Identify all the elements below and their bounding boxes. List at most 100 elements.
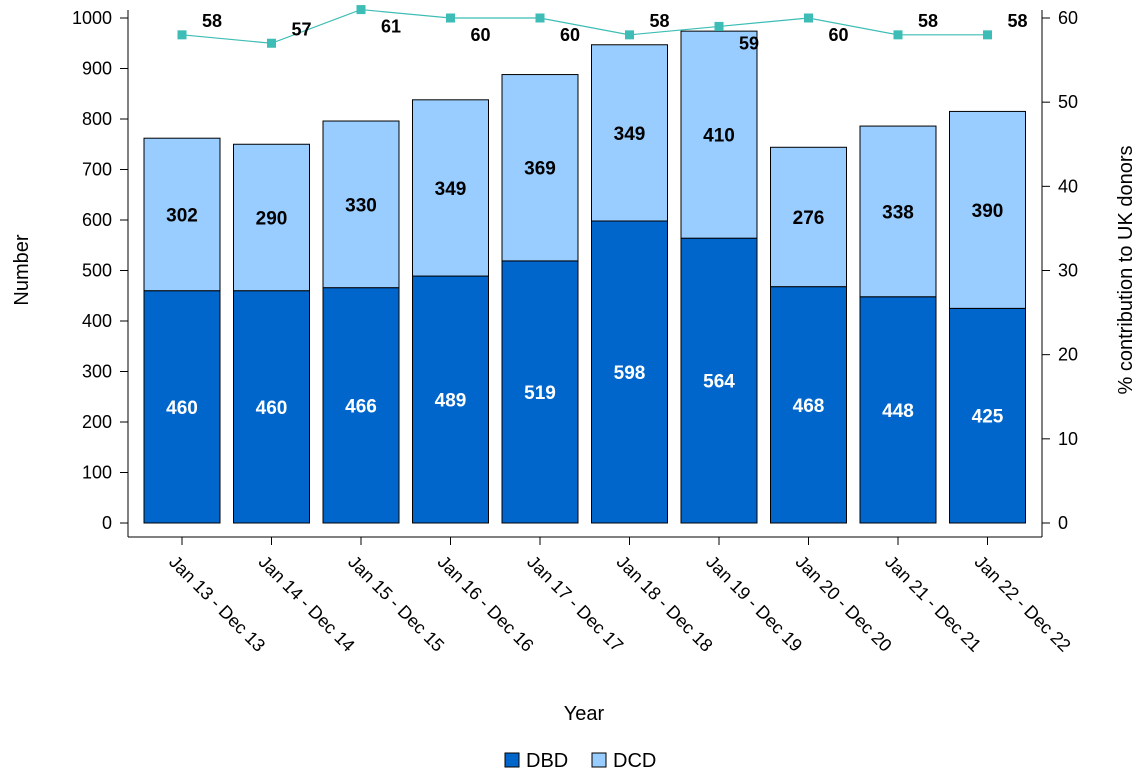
y-tick-label-right-20: 20 <box>1058 345 1078 365</box>
y-tick-label-right-50: 50 <box>1058 92 1078 112</box>
bar-value-label-dbd-4: 519 <box>524 383 556 404</box>
bars-layer <box>143 30 1026 524</box>
bar-dcd-2 <box>322 120 400 289</box>
x-tick-label-5: Jan 18 - Dec 18 <box>613 552 717 656</box>
y-tick-label-right-40: 40 <box>1058 176 1078 196</box>
percentage-marker-4 <box>535 13 545 23</box>
bar-dcd-1 <box>233 143 310 292</box>
bar-dbd-9 <box>949 307 1026 524</box>
percentage-label-7: 60 <box>829 25 849 45</box>
bar-dbd-7 <box>770 286 847 524</box>
percentage-marker-1 <box>267 38 276 48</box>
y-tick-label-right-30: 30 <box>1058 261 1078 281</box>
bar-value-label-dbd-3: 489 <box>435 391 467 412</box>
legend-swatch-dbd <box>504 752 520 768</box>
bar-value-label-dcd-5: 349 <box>614 124 646 145</box>
x-tick-label-2: Jan 15 - Dec 15 <box>344 552 448 656</box>
percentage-marker-6 <box>714 21 724 31</box>
y-tick-label-left-400: 400 <box>82 311 112 331</box>
line-layer <box>177 5 992 48</box>
y-tick-label-left-1000: 1000 <box>72 8 112 28</box>
bar-value-label-dcd-9: 390 <box>972 201 1004 222</box>
bar-value-label-dcd-2: 330 <box>345 195 377 216</box>
percentage-label-4: 60 <box>560 25 580 45</box>
percentage-marker-2 <box>356 5 366 15</box>
percentage-label-1: 57 <box>292 19 312 39</box>
bar-value-label-dcd-7: 276 <box>793 208 825 229</box>
labels-layer: 460 302 460 290 466 330 489 349 519 369 598 349 564 4… <box>166 11 1027 428</box>
x-tick-label-6: Jan 19 - Dec 19 <box>702 552 806 656</box>
percentage-line <box>181 8 988 44</box>
bar-value-label-dbd-2: 466 <box>345 396 377 417</box>
y-tick-label-left-700: 700 <box>82 160 112 180</box>
bar-value-label-dcd-0: 302 <box>166 205 198 226</box>
bar-value-label-dbd-1: 460 <box>256 398 288 419</box>
x-tick-label-4: Jan 17 - Dec 17 <box>523 552 627 656</box>
bar-value-label-dcd-4: 369 <box>524 159 556 180</box>
y-tick-label-left-300: 300 <box>82 362 112 382</box>
percentage-marker-9 <box>983 30 992 40</box>
percentage-marker-8 <box>893 30 903 40</box>
y-axis-right-title: % contribution to UK donors <box>1115 145 1137 394</box>
x-tick-label-1: Jan 14 - Dec 14 <box>255 552 359 656</box>
y-tick-label-right-0: 0 <box>1058 513 1068 533</box>
bar-dcd-5 <box>591 44 668 222</box>
x-tick-label-0: Jan 13 - Dec 13 <box>165 552 269 656</box>
percentage-label-2: 61 <box>381 17 401 37</box>
bar-dbd-2 <box>322 287 400 524</box>
percentage-label-5: 58 <box>650 11 670 31</box>
bar-value-label-dcd-3: 349 <box>435 179 467 200</box>
legend-label-dcd: DCD <box>613 750 656 772</box>
bar-dbd-0 <box>143 290 221 524</box>
bar-dcd-3 <box>412 99 489 277</box>
bar-value-label-dbd-0: 460 <box>166 398 198 419</box>
bar-value-label-dbd-6: 564 <box>703 372 735 393</box>
y-tick-label-right-60: 60 <box>1058 8 1078 28</box>
bar-dbd-4 <box>501 260 579 524</box>
bar-dcd-9 <box>949 110 1026 309</box>
percentage-marker-7 <box>804 13 813 23</box>
percentage-label-3: 60 <box>471 25 491 45</box>
bar-value-label-dbd-5: 598 <box>614 363 646 384</box>
bar-dcd-6 <box>680 30 758 239</box>
bar-dbd-6 <box>680 237 758 524</box>
bar-dbd-3 <box>412 275 489 524</box>
y-tick-label-left-800: 800 <box>82 109 112 129</box>
x-tick-label-8: Jan 21 - Dec 21 <box>881 552 985 656</box>
legend: DBD DCD <box>504 750 656 772</box>
x-axis-title: Year <box>564 703 605 725</box>
percentage-label-6: 59 <box>739 33 759 53</box>
y-tick-label-left-200: 200 <box>82 412 112 432</box>
percentage-label-8: 58 <box>918 11 938 31</box>
percentage-label-9: 58 <box>1008 11 1028 31</box>
bar-value-label-dbd-9: 425 <box>972 407 1004 428</box>
bar-dbd-5 <box>591 220 668 524</box>
x-tick-label-9: Jan 22 - Dec 22 <box>971 552 1075 656</box>
percentage-label-0: 58 <box>202 11 222 31</box>
percentage-marker-3 <box>446 13 455 23</box>
y-tick-label-right-10: 10 <box>1058 429 1078 449</box>
percentage-marker-0 <box>177 30 187 40</box>
y-tick-label-left-100: 100 <box>82 463 112 483</box>
legend-label-dbd: DBD <box>526 750 568 772</box>
bar-dcd-4 <box>501 74 579 262</box>
bar-dcd-8 <box>859 125 937 298</box>
legend-swatch-dcd <box>591 752 607 768</box>
y-tick-label-left-500: 500 <box>82 261 112 281</box>
bar-value-label-dcd-1: 290 <box>256 208 288 229</box>
bar-dcd-0 <box>143 137 221 292</box>
bar-value-label-dbd-8: 448 <box>882 401 914 422</box>
percentage-marker-5 <box>625 30 634 40</box>
y-tick-label-left-0: 0 <box>102 513 112 533</box>
bar-value-label-dbd-7: 468 <box>793 396 825 417</box>
y-tick-label-left-600: 600 <box>82 210 112 230</box>
bar-value-label-dcd-8: 338 <box>882 202 914 223</box>
y-axis-title: Number <box>11 234 33 305</box>
bar-value-label-dcd-6: 410 <box>703 126 735 147</box>
x-tick-label-3: Jan 16 - Dec 16 <box>434 552 538 656</box>
bar-dbd-8 <box>859 296 937 524</box>
x-tick-label-7: Jan 20 - Dec 20 <box>792 552 896 656</box>
bar-dcd-7 <box>770 146 847 288</box>
